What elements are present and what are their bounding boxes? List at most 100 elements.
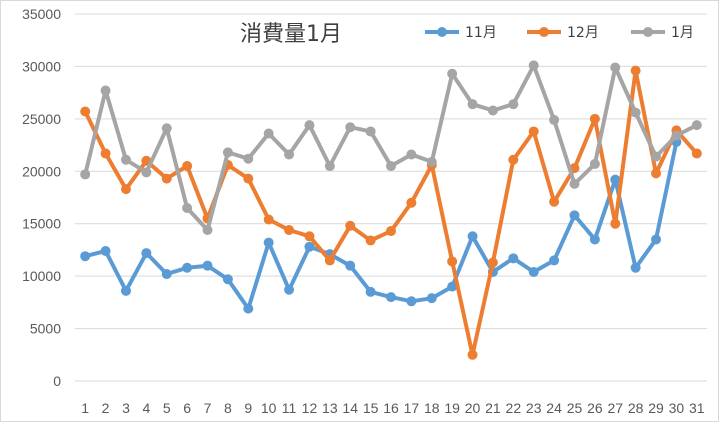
data-point	[691, 120, 702, 131]
data-point	[182, 202, 193, 213]
data-point	[263, 214, 274, 225]
x-tick-label: 5	[163, 400, 171, 416]
data-point	[100, 148, 111, 159]
data-point	[406, 149, 417, 160]
data-point	[304, 231, 315, 242]
chart-title: 消費量1月	[240, 22, 342, 47]
data-point	[100, 245, 111, 256]
data-point	[365, 235, 376, 246]
series-1	[80, 136, 682, 314]
data-point	[549, 196, 560, 207]
data-point	[487, 105, 498, 116]
y-tick-label: 30000	[22, 58, 61, 74]
x-tick-label: 31	[689, 400, 705, 416]
data-point	[610, 218, 621, 229]
data-point	[120, 154, 131, 165]
x-tick-label: 25	[567, 400, 583, 416]
data-point	[182, 262, 193, 273]
y-tick-label: 0	[53, 373, 61, 389]
data-point	[508, 154, 519, 165]
data-point	[202, 260, 213, 271]
series-2	[80, 65, 702, 360]
x-tick-label: 8	[224, 400, 232, 416]
data-point	[161, 123, 172, 134]
data-point	[386, 161, 396, 172]
x-tick-label: 20	[465, 400, 481, 416]
data-point	[222, 147, 233, 158]
data-point	[447, 256, 458, 267]
series-3	[80, 60, 702, 236]
data-point	[243, 173, 254, 184]
data-point	[651, 168, 662, 179]
data-point	[182, 161, 193, 172]
x-tick-label: 11	[282, 400, 297, 416]
data-point	[569, 210, 580, 221]
x-tick-label: 14	[342, 400, 358, 416]
data-point	[100, 85, 111, 96]
data-point	[630, 107, 641, 118]
data-point	[304, 241, 315, 252]
data-point	[426, 156, 437, 167]
data-point	[120, 184, 131, 195]
x-tick-label: 13	[322, 400, 338, 416]
series-line	[83, 139, 679, 311]
data-point	[324, 255, 335, 266]
x-tick-label: 27	[607, 400, 623, 416]
x-tick-label: 19	[444, 400, 460, 416]
data-point	[630, 65, 641, 76]
x-tick-label: 30	[669, 400, 685, 416]
data-point	[120, 285, 131, 296]
data-point	[610, 62, 621, 73]
x-tick-label: 17	[404, 400, 420, 416]
data-point	[528, 126, 539, 137]
data-point	[447, 68, 458, 79]
y-tick-label: 5000	[30, 321, 61, 337]
data-point	[671, 130, 682, 141]
series-lines	[80, 60, 702, 360]
data-point	[467, 231, 478, 242]
x-tick-label: 7	[204, 400, 212, 416]
y-tick-label: 20000	[22, 163, 61, 179]
x-axis-tick-labels: 1 2 3 4 5 6 7 8 9 10 11 12 13 14 15 16 17 18 19 20 21 22 23 24 2…	[81, 400, 705, 416]
x-tick-label: 21	[485, 400, 501, 416]
x-tick-label: 29	[648, 400, 664, 416]
x-tick-label: 16	[383, 400, 399, 416]
data-point	[80, 169, 91, 180]
data-point	[467, 349, 478, 360]
x-tick-label: 6	[183, 400, 191, 416]
data-point	[447, 281, 458, 292]
x-tick-label: 3	[122, 400, 130, 416]
data-point	[406, 197, 417, 208]
legend-item: 11月	[425, 25, 497, 41]
data-point	[589, 158, 600, 169]
data-point	[589, 113, 600, 124]
data-point	[365, 126, 376, 137]
x-tick-label: 15	[363, 400, 379, 416]
data-point	[80, 251, 91, 262]
data-point	[284, 225, 295, 236]
data-point	[80, 106, 91, 117]
data-point	[345, 220, 356, 231]
data-point	[528, 60, 539, 71]
y-tick-label: 35000	[22, 6, 61, 22]
y-tick-label: 25000	[22, 111, 61, 127]
data-point	[304, 120, 315, 131]
data-point	[549, 255, 560, 266]
data-point	[345, 260, 356, 271]
data-point	[467, 99, 478, 110]
legend: 11月 12月 1月	[425, 25, 694, 41]
data-point	[487, 257, 498, 268]
x-tick-label: 28	[628, 400, 644, 416]
data-point	[610, 174, 621, 185]
legend-swatch-marker	[539, 27, 549, 37]
legend-label: 1月	[671, 25, 694, 41]
data-point	[141, 167, 152, 178]
data-point	[243, 303, 254, 314]
x-tick-label: 23	[526, 400, 542, 416]
legend-item: 1月	[631, 25, 694, 41]
x-tick-label: 1	[81, 400, 89, 416]
x-tick-label: 18	[424, 400, 440, 416]
data-point	[202, 225, 213, 236]
